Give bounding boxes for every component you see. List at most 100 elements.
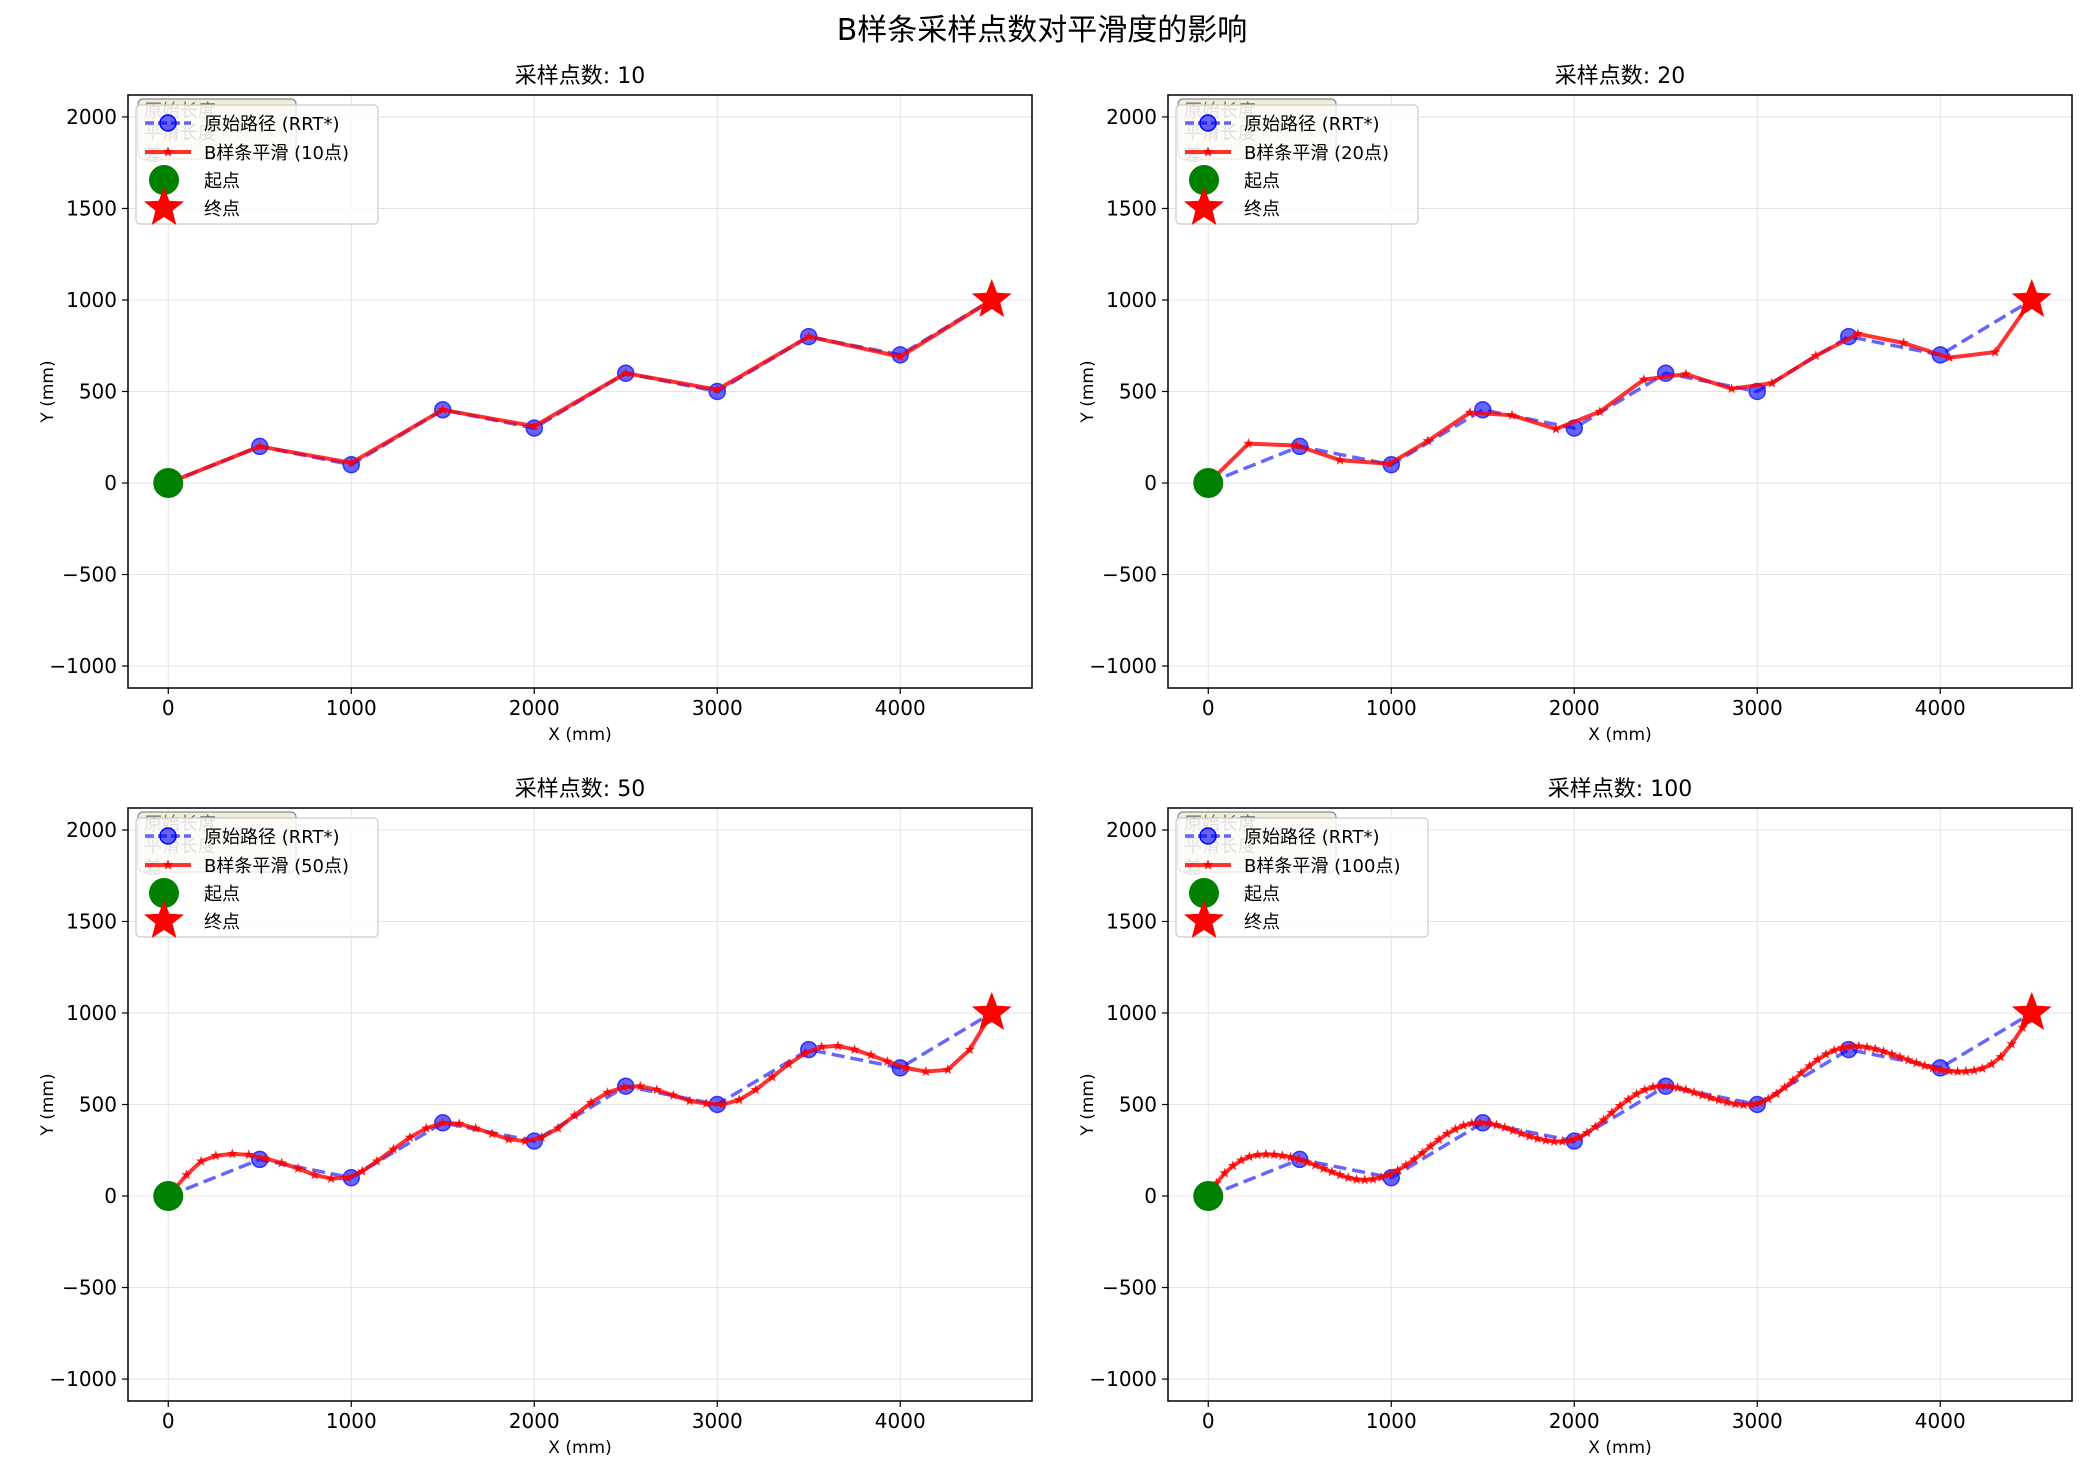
bspline-path-point — [1573, 1131, 1585, 1142]
legend-start-label: 起点 — [1244, 171, 1280, 192]
bspline-path-point — [1919, 1060, 1930, 1071]
y-tick-label: 2000 — [1106, 105, 1157, 129]
bspline-path-point — [569, 1109, 580, 1120]
bspline-path-point — [618, 1081, 630, 1092]
bspline-path-point — [1968, 1064, 1980, 1075]
bspline-path-point — [1989, 346, 2001, 357]
bspline-path-point — [1326, 1166, 1338, 1177]
y-tick-label: 2000 — [66, 105, 117, 129]
bspline-path-point — [1425, 1140, 1436, 1151]
bspline-path-point — [1746, 1099, 1757, 1109]
bspline-path-point — [1721, 1096, 1733, 1107]
legend-start-label: 起点 — [1244, 884, 1280, 905]
bspline-path-point — [1532, 1133, 1543, 1143]
bspline-path-point — [895, 351, 906, 362]
bspline-path-point — [1623, 1094, 1634, 1105]
original-path-line — [1207, 1011, 2033, 1198]
bspline-path-point — [620, 367, 631, 378]
bspline-path-point — [1631, 1088, 1642, 1099]
bspline-path-point — [651, 1084, 663, 1095]
bspline-path-point — [276, 1157, 287, 1168]
x-tick-label: 2000 — [509, 696, 560, 720]
y-tick-label: 0 — [104, 471, 117, 495]
bspline-path-point — [1499, 1122, 1510, 1133]
legend-end-label: 终点 — [1244, 199, 1280, 220]
y-tick-label: 1000 — [66, 288, 117, 312]
bspline-path-point — [1235, 1154, 1247, 1165]
legend-bspline-marker — [162, 859, 174, 870]
bspline-path-point — [1458, 1120, 1469, 1130]
bspline-path-point — [1557, 1135, 1568, 1146]
bspline-path-point — [1433, 1134, 1445, 1145]
bspline-path-point — [1898, 337, 1909, 348]
bspline-path-point — [1852, 328, 1864, 339]
bspline-path-point — [1845, 1040, 1856, 1051]
bspline-path-point — [1902, 1054, 1914, 1065]
legend-bspline-marker — [1202, 859, 1214, 870]
y-tick-label: −1000 — [1089, 654, 1157, 678]
y-tick-label: −500 — [1102, 563, 1157, 587]
x-tick-label: 3000 — [692, 1409, 743, 1433]
x-axis-label: X (mm) — [548, 725, 611, 745]
bspline-path-point — [1318, 1163, 1329, 1174]
bspline-path-point — [1977, 1062, 1988, 1073]
legend-start-marker — [1189, 165, 1219, 195]
bspline-path-point — [1672, 1082, 1683, 1093]
bspline-path-point — [1730, 1098, 1741, 1109]
x-tick-label: 4000 — [875, 1409, 926, 1433]
bspline-path-point — [181, 1169, 192, 1180]
bspline-path-point — [1655, 1080, 1667, 1091]
bspline-path-point — [766, 1071, 778, 1082]
legend-original-label: 原始路径 (RRT*) — [1244, 827, 1379, 848]
bspline-path-point — [799, 1047, 811, 1058]
bspline-path-point — [1828, 1044, 1840, 1055]
legend-original-label: 原始路径 (RRT*) — [204, 827, 339, 848]
start-marker — [1193, 1181, 1224, 1212]
bspline-path-line — [167, 298, 993, 485]
bspline-path-point — [1995, 1051, 2006, 1062]
bspline-path-point — [1986, 1058, 1997, 1069]
bspline-path-point — [1252, 1149, 1263, 1160]
legend-start-marker — [1189, 878, 1219, 908]
bspline-path-point — [1384, 458, 1395, 469]
data-layer — [153, 278, 1012, 499]
legend-original-marker — [1199, 827, 1217, 845]
bspline-path-point — [437, 1117, 448, 1128]
subplot-samples-10: 0 1000 2000 3000 4000 −1000 −500 0 500 1000 1500 20… — [38, 64, 1033, 745]
bspline-path-point — [227, 1148, 238, 1159]
bspline-path-point — [1606, 1107, 1617, 1118]
x-tick-label: 0 — [162, 1409, 175, 1433]
bspline-path-point — [701, 1098, 712, 1109]
subplot-title: 采样点数: 50 — [515, 777, 645, 802]
bspline-path-point — [1664, 1080, 1675, 1091]
legend-end-marker — [1184, 900, 1224, 938]
y-tick-label: −1000 — [49, 1367, 117, 1391]
y-tick-label: 1500 — [66, 196, 117, 220]
y-tick-label: 500 — [1119, 1093, 1157, 1117]
y-tick-label: 1500 — [66, 909, 117, 933]
bspline-path-point — [388, 1143, 399, 1154]
bspline-path-point — [585, 1097, 597, 1108]
subplot-samples-50: 0 1000 2000 3000 4000 −1000 −500 0 500 1000 1500 20… — [38, 777, 1033, 1458]
bspline-path-point — [750, 1084, 761, 1095]
bspline-path-point — [453, 1118, 465, 1129]
x-axis-label: X (mm) — [1588, 1438, 1651, 1458]
bspline-path-point — [1935, 1064, 1947, 1075]
bspline-path-point — [1598, 1114, 1609, 1125]
x-tick-label: 1000 — [326, 696, 377, 720]
legend-frame — [135, 104, 379, 225]
subplot-title: 采样点数: 10 — [515, 64, 645, 89]
y-axis-label: Y (mm) — [1078, 1073, 1098, 1136]
bspline-path-point — [437, 404, 448, 415]
x-tick-label: 3000 — [692, 696, 743, 720]
bspline-path-point — [536, 1131, 547, 1142]
bspline-path-point — [1506, 409, 1518, 420]
bspline-path-point — [1614, 1100, 1626, 1111]
y-tick-label: 1000 — [1106, 1001, 1157, 1025]
x-tick-label: 0 — [162, 696, 175, 720]
legend-end-marker — [144, 187, 184, 225]
x-tick-label: 3000 — [1732, 1409, 1783, 1433]
y-tick-label: −500 — [62, 1276, 117, 1300]
bspline-path-point — [1638, 374, 1650, 385]
legend-end-label: 终点 — [1244, 912, 1280, 933]
